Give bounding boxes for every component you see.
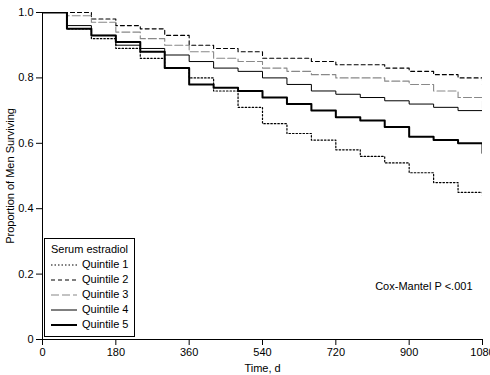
html-text:Quintile 5: Quintile 5 (82, 318, 129, 330)
svg-text:Time, d: Time, d (244, 362, 280, 374)
svg-text:900: 900 (400, 346, 418, 358)
svg-text:Proportion of Men Surviving: Proportion of Men Surviving (4, 108, 16, 244)
svg-text:Cox-Mantel P <.001: Cox-Mantel P <.001 (375, 280, 472, 292)
svg-text:1.0: 1.0 (18, 6, 33, 18)
svg-text:0: 0 (39, 346, 45, 358)
svg-text:1080: 1080 (470, 346, 490, 358)
svg-text:0.4: 0.4 (18, 202, 33, 214)
svg-text:180: 180 (107, 346, 125, 358)
svg-text:540: 540 (253, 346, 271, 358)
svg-text:0: 0 (27, 333, 33, 345)
html-text:Quintile 1: Quintile 1 (82, 258, 129, 270)
html-text:Serum estradiol: Serum estradiol (51, 243, 128, 255)
svg-text:0.2: 0.2 (18, 268, 33, 280)
svg-text:720: 720 (327, 346, 345, 358)
svg-text:0.6: 0.6 (18, 137, 33, 149)
html-text:Quintile 3: Quintile 3 (82, 288, 129, 300)
html-text:Quintile 4: Quintile 4 (82, 303, 129, 315)
svg-text:0.8: 0.8 (18, 71, 33, 83)
svg-text:360: 360 (180, 346, 198, 358)
html-text:Quintile 2: Quintile 2 (82, 273, 129, 285)
